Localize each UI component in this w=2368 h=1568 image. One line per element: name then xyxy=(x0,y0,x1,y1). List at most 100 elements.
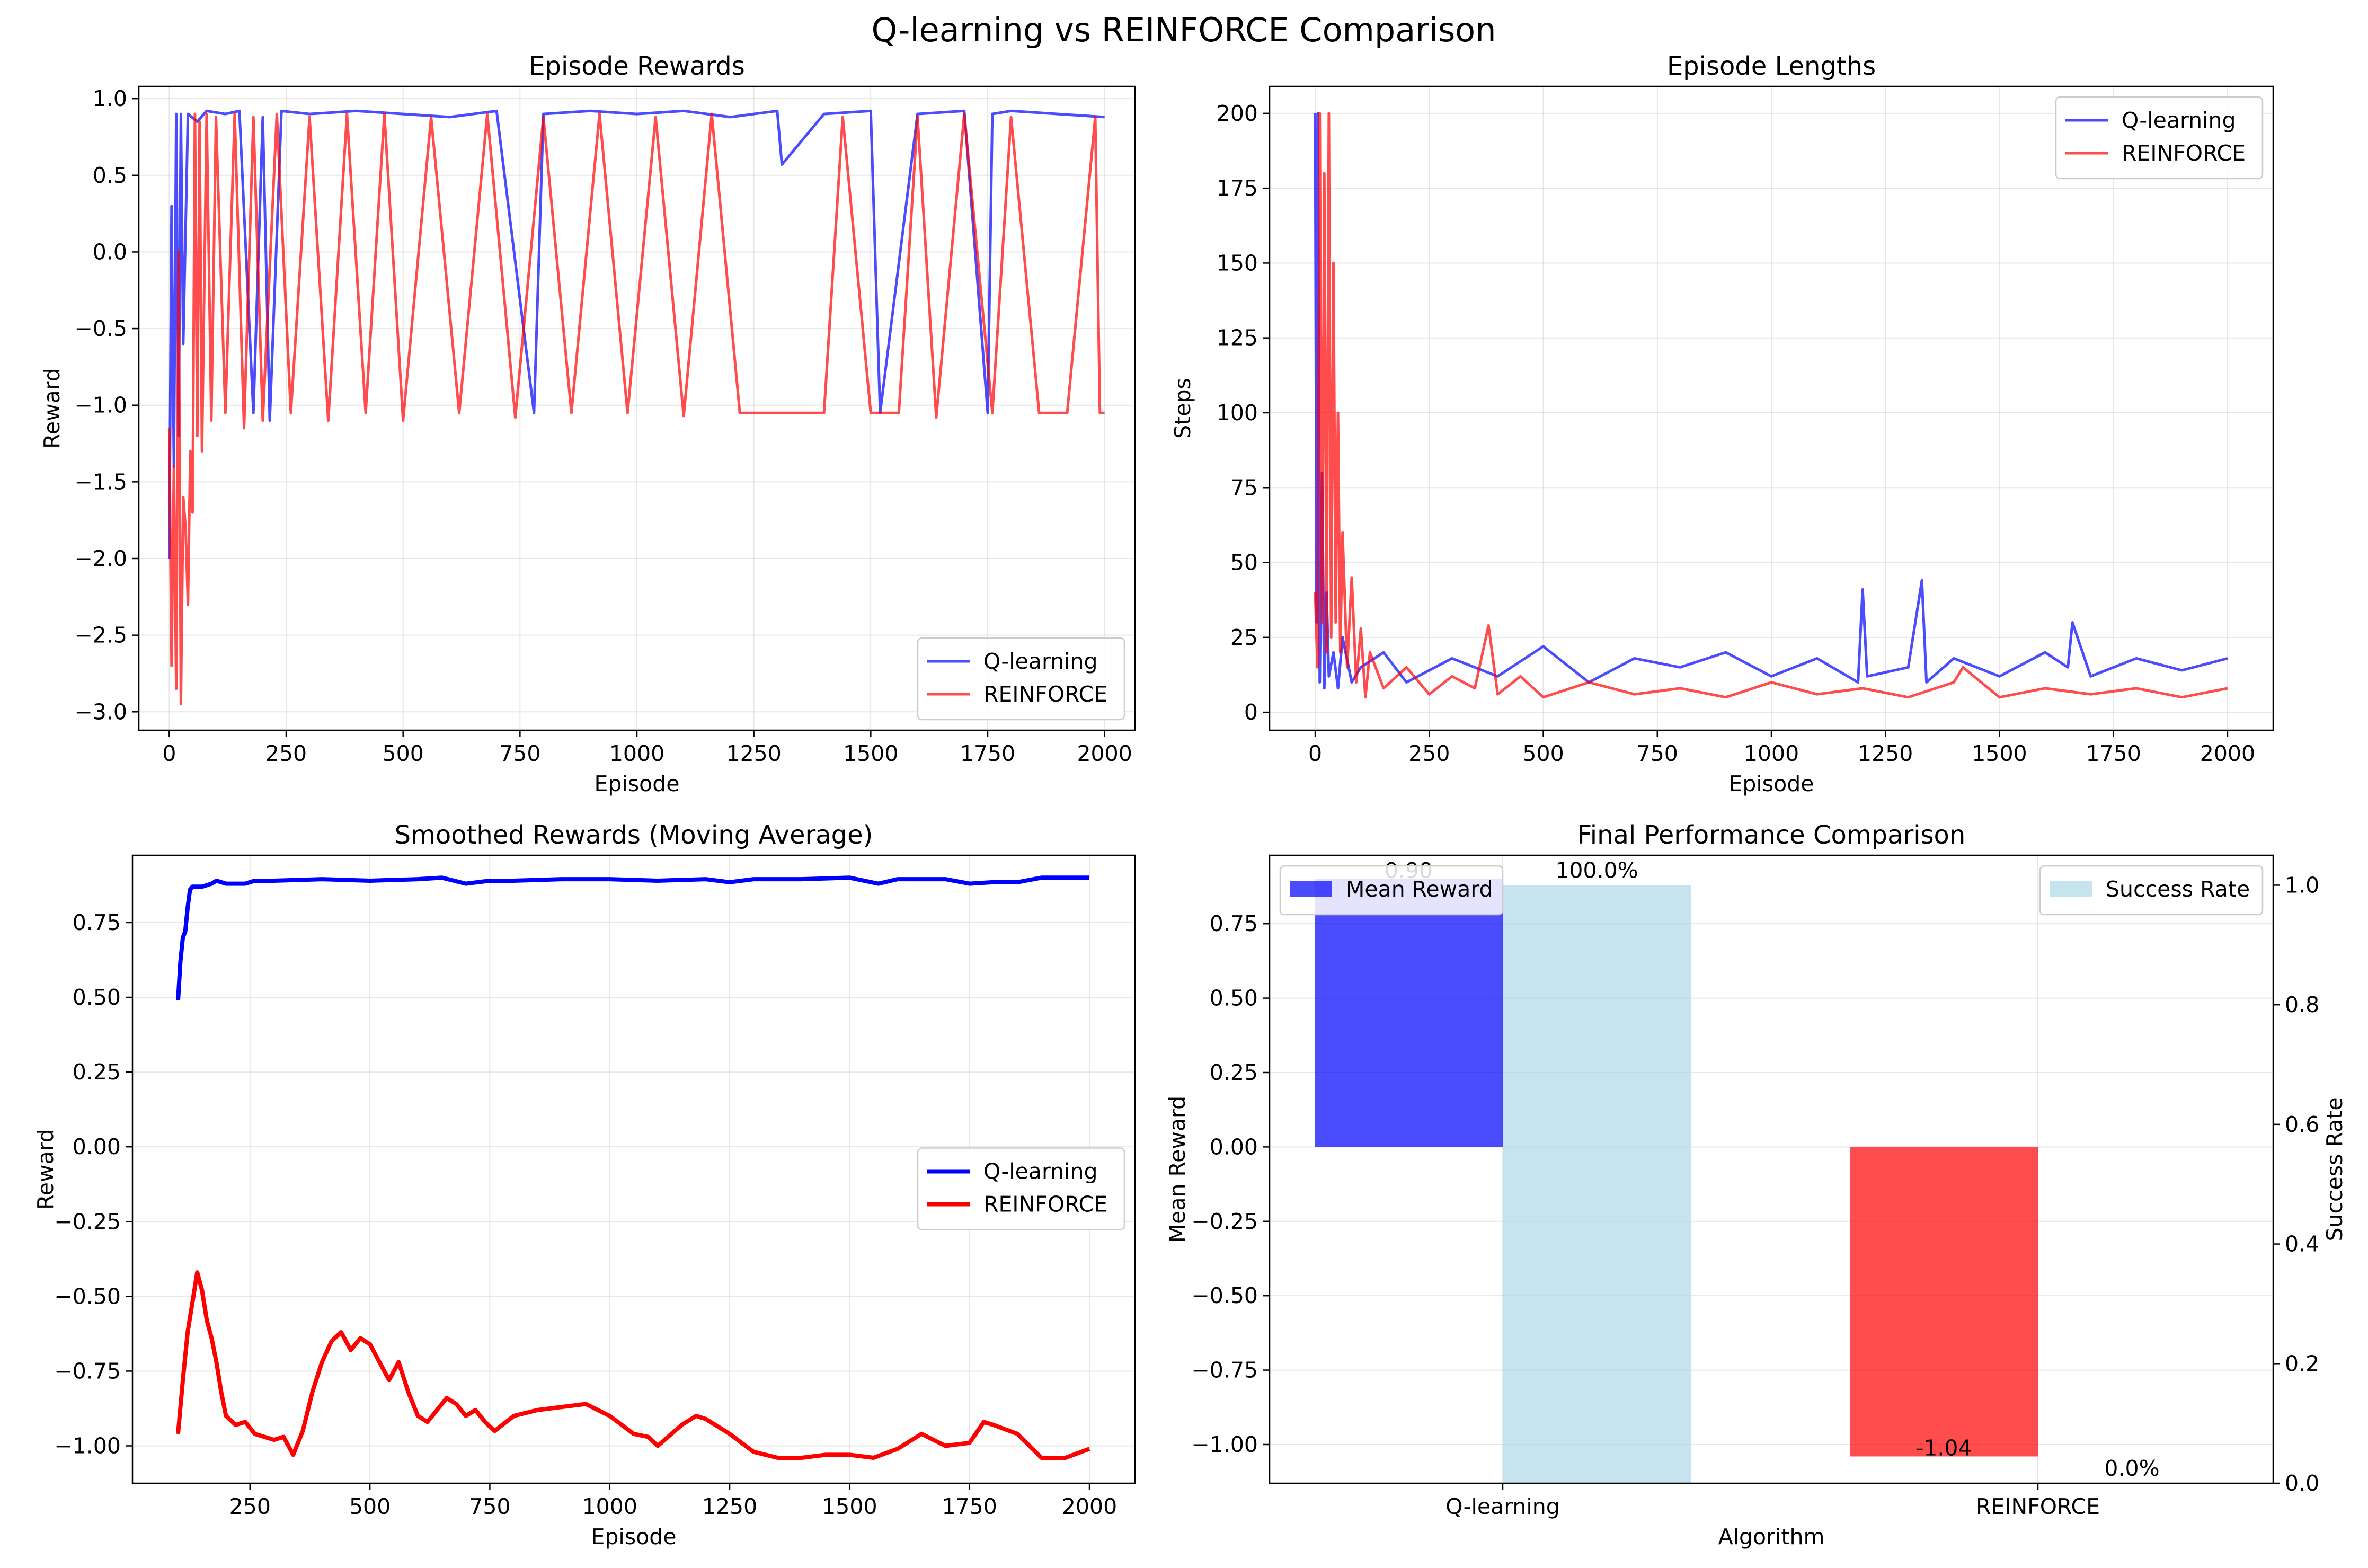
series-line-q-learning xyxy=(176,875,1089,1000)
y-tick-label: −1.0 xyxy=(74,393,127,418)
x-tick-label: 1250 xyxy=(702,1494,757,1519)
legend-swatch xyxy=(1290,881,1332,897)
legend-label: Q-learning xyxy=(983,649,1097,674)
y-tick-label-right: 1.0 xyxy=(2285,872,2319,898)
y-tick-label: 0.0 xyxy=(93,239,127,264)
x-tick-label: Q-learning xyxy=(1445,1494,1559,1519)
x-tick-label: 1250 xyxy=(726,741,781,766)
y-tick-label: 150 xyxy=(1217,250,1258,276)
x-tick-label: 750 xyxy=(469,1494,510,1519)
y-tick-label: 50 xyxy=(1230,550,1258,575)
chart-title: Smoothed Rewards (Moving Average) xyxy=(395,820,873,850)
y-tick-label: 0.00 xyxy=(1210,1134,1258,1159)
x-tick-label: 1000 xyxy=(609,741,664,766)
bar-mean-reward-reinforce xyxy=(1850,1147,2038,1457)
y-tick-label: −0.50 xyxy=(1191,1283,1258,1308)
x-axis-label: Algorithm xyxy=(1718,1524,1825,1549)
x-tick-label: 1750 xyxy=(2086,741,2141,766)
legend-box xyxy=(1279,865,1504,916)
legend-label: REINFORCE xyxy=(983,1192,1107,1217)
bar-success-rate-q-learning xyxy=(1503,885,1691,1483)
legend-label: REINFORCE xyxy=(2122,140,2246,166)
y-tick-label: −1.00 xyxy=(1191,1432,1258,1457)
x-tick-label: 750 xyxy=(499,741,540,766)
y-tick-label: 75 xyxy=(1230,475,1258,500)
axes-frame xyxy=(1269,854,2274,1484)
legend-swatch xyxy=(2050,881,2092,897)
y-tick-label-right: 0.8 xyxy=(2285,992,2319,1017)
y-tick-label: 100 xyxy=(1217,400,1258,426)
legend-label: Q-learning xyxy=(2122,108,2236,133)
x-tick-label: 1250 xyxy=(1858,741,1913,766)
chart-title: Final Performance Comparison xyxy=(1577,820,1966,850)
y-tick-label: −1.00 xyxy=(54,1433,121,1458)
y-tick-label: −2.0 xyxy=(74,546,127,571)
x-tick-label: 1000 xyxy=(1744,741,1799,766)
y-tick-label: −0.5 xyxy=(74,316,127,341)
x-tick-label: 500 xyxy=(349,1494,391,1519)
bar-label-success-rate: 100.0% xyxy=(1555,857,1638,883)
x-tick-label: 0 xyxy=(162,741,176,766)
series-line-reinforce xyxy=(176,1270,1090,1460)
x-tick-label: 1500 xyxy=(843,741,898,766)
series-line-reinforce xyxy=(1314,112,2228,699)
bar-label-success-rate: 0.0% xyxy=(2104,1456,2159,1481)
y-axis-label: Steps xyxy=(1170,378,1195,439)
y-tick-label: 0.50 xyxy=(73,985,121,1010)
y-tick-label: 0.50 xyxy=(1210,986,1258,1011)
y-axis-label: Reward xyxy=(39,368,65,449)
x-axis-label: Episode xyxy=(1728,771,1814,796)
y-tick-label: 200 xyxy=(1217,101,1258,126)
x-tick-label: 1750 xyxy=(942,1494,997,1519)
y-tick-label: 0.25 xyxy=(73,1059,121,1085)
y-tick-label-right: 0.4 xyxy=(2285,1232,2319,1257)
x-tick-label: 0 xyxy=(1308,741,1322,766)
axes-frame xyxy=(131,854,1136,1484)
y-tick-label: 0.75 xyxy=(73,910,121,935)
x-tick-label: 250 xyxy=(1408,741,1450,766)
y-tick-label: 1.0 xyxy=(93,86,127,111)
y-tick-label: −0.75 xyxy=(54,1358,121,1384)
bar-label-mean-reward: -1.04 xyxy=(1915,1435,1972,1460)
y-tick-label-right: 0.2 xyxy=(2285,1351,2319,1376)
x-tick-label: 2000 xyxy=(1077,741,1132,766)
x-axis-label: Episode xyxy=(594,771,679,796)
y-axis-label-right: Success Rate xyxy=(2322,1097,2347,1241)
y-tick-label: −0.25 xyxy=(1191,1209,1258,1234)
y-axis-label: Reward xyxy=(33,1129,58,1210)
y-tick-label: −0.75 xyxy=(1191,1358,1258,1383)
y-tick-label: −0.25 xyxy=(54,1209,121,1234)
y-tick-label-right: 0.0 xyxy=(2285,1470,2319,1496)
x-axis-label: Episode xyxy=(591,1524,676,1549)
x-tick-label: 500 xyxy=(383,741,424,766)
series-line-q-learning xyxy=(167,109,1105,559)
x-tick-label: 1500 xyxy=(822,1494,877,1519)
x-tick-label: 2000 xyxy=(1062,1494,1117,1519)
x-tick-label: 2000 xyxy=(2200,741,2255,766)
panel-episode-rewards: 0 250 500 750 1000 1250 1500 1750 2000 1.0 0.5 0.0 −… xyxy=(39,51,1136,796)
legend-label: Mean Reward xyxy=(1346,876,1493,902)
bar-mean-reward-q-learning xyxy=(1315,879,1503,1147)
x-tick-label: 250 xyxy=(265,741,307,766)
chart-title: Episode Rewards xyxy=(529,51,745,81)
x-tick-label: 750 xyxy=(1637,741,1678,766)
y-tick-label: 0.00 xyxy=(73,1134,121,1159)
series-line-reinforce xyxy=(167,112,1105,706)
legend-label: Success Rate xyxy=(2106,876,2250,902)
y-tick-label: −3.0 xyxy=(74,699,127,724)
legend-box xyxy=(2055,96,2264,180)
y-tick-label: 0 xyxy=(1244,699,1258,725)
panel-smoothed-rewards: 250 500 750 1000 1250 1500 1750 2000 0.75 0.50 0.2… xyxy=(33,820,1136,1549)
legend-label: Q-learning xyxy=(983,1159,1097,1184)
x-tick-label: REINFORCE xyxy=(1976,1494,2100,1519)
y-tick-label: −1.5 xyxy=(74,469,127,494)
figure-title: Q-learning vs REINFORCE Comparison xyxy=(872,11,1496,49)
y-tick-label: 0.5 xyxy=(93,163,127,188)
legend-box xyxy=(917,1147,1125,1230)
legend-box xyxy=(917,637,1125,721)
y-tick-label: −0.50 xyxy=(54,1283,121,1309)
y-tick-label: 125 xyxy=(1217,325,1258,351)
x-tick-label: 1000 xyxy=(582,1494,637,1519)
